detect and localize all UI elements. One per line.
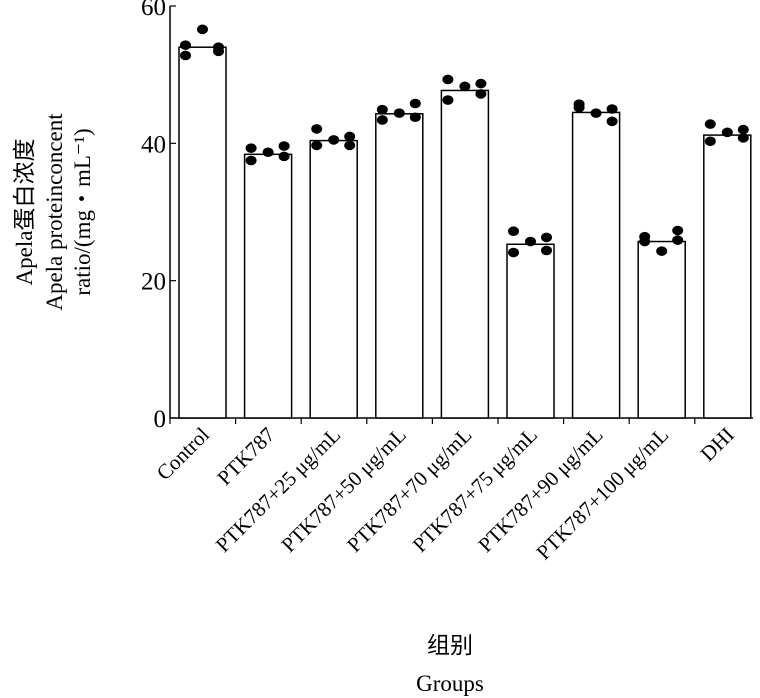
data-point: [262, 147, 274, 158]
data-point: [197, 24, 208, 35]
data-point: [606, 104, 618, 114]
data-point: [393, 108, 405, 118]
data-point: [180, 50, 191, 61]
data-point: [278, 141, 290, 151]
x-tick-label: PTK787+90 μg/mL: [473, 423, 607, 557]
data-point: [704, 119, 716, 129]
x-tick-label: DHI: [695, 423, 738, 466]
data-point: [573, 99, 585, 109]
y-axis-title: Apela蛋白浓度 Apela proteinconcent ratio/(mg…: [12, 113, 95, 311]
data-point: [328, 135, 340, 145]
y-tick-label: 40: [141, 131, 166, 158]
bar: [571, 111, 621, 419]
bar: [375, 113, 424, 419]
x-tick-label: PTK787: [212, 423, 279, 490]
data-point: [376, 115, 388, 125]
data-point: [442, 95, 454, 105]
data-point: [180, 40, 191, 50]
y-axis-title-line-1: Apela蛋白浓度: [12, 139, 37, 286]
bar: [637, 240, 686, 419]
x-tick-label: PTK787+70 μg/mL: [342, 423, 476, 557]
data-point: [459, 81, 471, 92]
data-point: [344, 140, 356, 151]
data-point: [442, 74, 454, 85]
data-point: [541, 245, 552, 256]
data-point: [508, 247, 519, 258]
data-point: [311, 140, 323, 151]
data-point: [639, 236, 651, 247]
x-axis-title: Groups: [416, 671, 484, 696]
x-axis-title-cn: 组别: [427, 633, 473, 658]
data-point: [737, 124, 749, 135]
data-point: [508, 226, 519, 237]
data-point: [672, 225, 684, 236]
data-point: [409, 112, 421, 123]
data-point: [344, 131, 356, 142]
data-point: [672, 235, 684, 245]
bar: [309, 139, 358, 419]
data-point: [656, 246, 668, 256]
data-point: [704, 136, 716, 147]
bar: [178, 46, 227, 419]
data-point: [606, 116, 618, 127]
data-point: [278, 151, 290, 162]
bar: [506, 243, 555, 419]
bar: [440, 89, 490, 419]
data-point: [541, 232, 552, 243]
x-tick-label: PTK787+25 μg/mL: [211, 423, 345, 557]
data-point: [525, 236, 536, 247]
bar: [703, 134, 752, 419]
data-point: [376, 104, 388, 115]
y-axis-title-line-3: ratio/(mg・mL⁻¹): [70, 128, 95, 295]
y-tick-label: 60: [141, 0, 166, 21]
x-tick-label: PTK787+75 μg/mL: [408, 423, 542, 557]
data-point: [475, 89, 487, 99]
x-tick-label: PTK787+50 μg/mL: [276, 423, 410, 557]
data-point: [721, 127, 733, 138]
data-point: [590, 108, 602, 118]
data-point: [311, 124, 323, 134]
y-tick-label: 20: [141, 269, 166, 296]
bar: [243, 153, 293, 419]
data-point: [475, 78, 487, 89]
data-point: [245, 155, 257, 166]
data-point: [245, 143, 257, 153]
data-point: [737, 133, 749, 143]
y-tick-label: 0: [154, 406, 167, 433]
data-point: [409, 98, 421, 109]
y-axis-title-line-2: Apela proteinconcent: [42, 113, 67, 311]
bars: [178, 46, 752, 419]
data-point: [213, 46, 224, 57]
data-points: [180, 24, 749, 258]
